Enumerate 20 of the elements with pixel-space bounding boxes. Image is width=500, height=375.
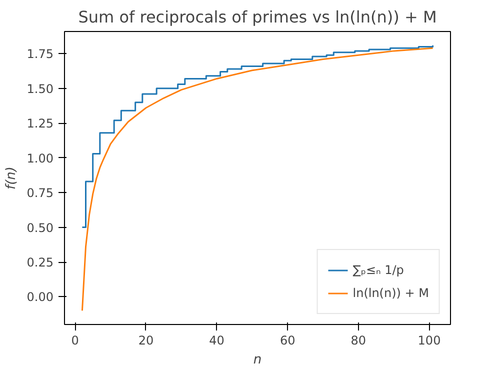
y-tick-label: 1.00 xyxy=(26,151,54,166)
y-tick-label: 0.75 xyxy=(26,186,54,200)
legend-label: ln(ln(n)) + M xyxy=(352,286,429,300)
y-tick-label: 0.25 xyxy=(26,256,54,270)
line-series xyxy=(81,47,434,312)
y-tick-label: 1.25 xyxy=(26,116,54,131)
legend-label: ∑ₚ≤ₙ 1/p xyxy=(352,263,404,277)
x-tick-label: 40 xyxy=(209,334,224,348)
y-tick-label: 0.50 xyxy=(26,220,54,235)
y-tick-label: 1.75 xyxy=(26,47,54,62)
y-tick-label: 1.50 xyxy=(26,82,54,96)
x-tick-label: 0 xyxy=(71,334,79,348)
y-axis-title: f(n) xyxy=(4,166,19,190)
x-tick-label: 100 xyxy=(418,334,441,348)
chart-title: Sum of reciprocals of primes vs ln(ln(n)) + M xyxy=(78,8,437,26)
x-tick-label: 20 xyxy=(138,334,154,348)
y-tick-label: 0.00 xyxy=(26,290,54,304)
x-tick-label: 60 xyxy=(280,334,296,348)
x-axis-title: n xyxy=(253,352,262,368)
x-tick-label: 80 xyxy=(350,334,366,348)
